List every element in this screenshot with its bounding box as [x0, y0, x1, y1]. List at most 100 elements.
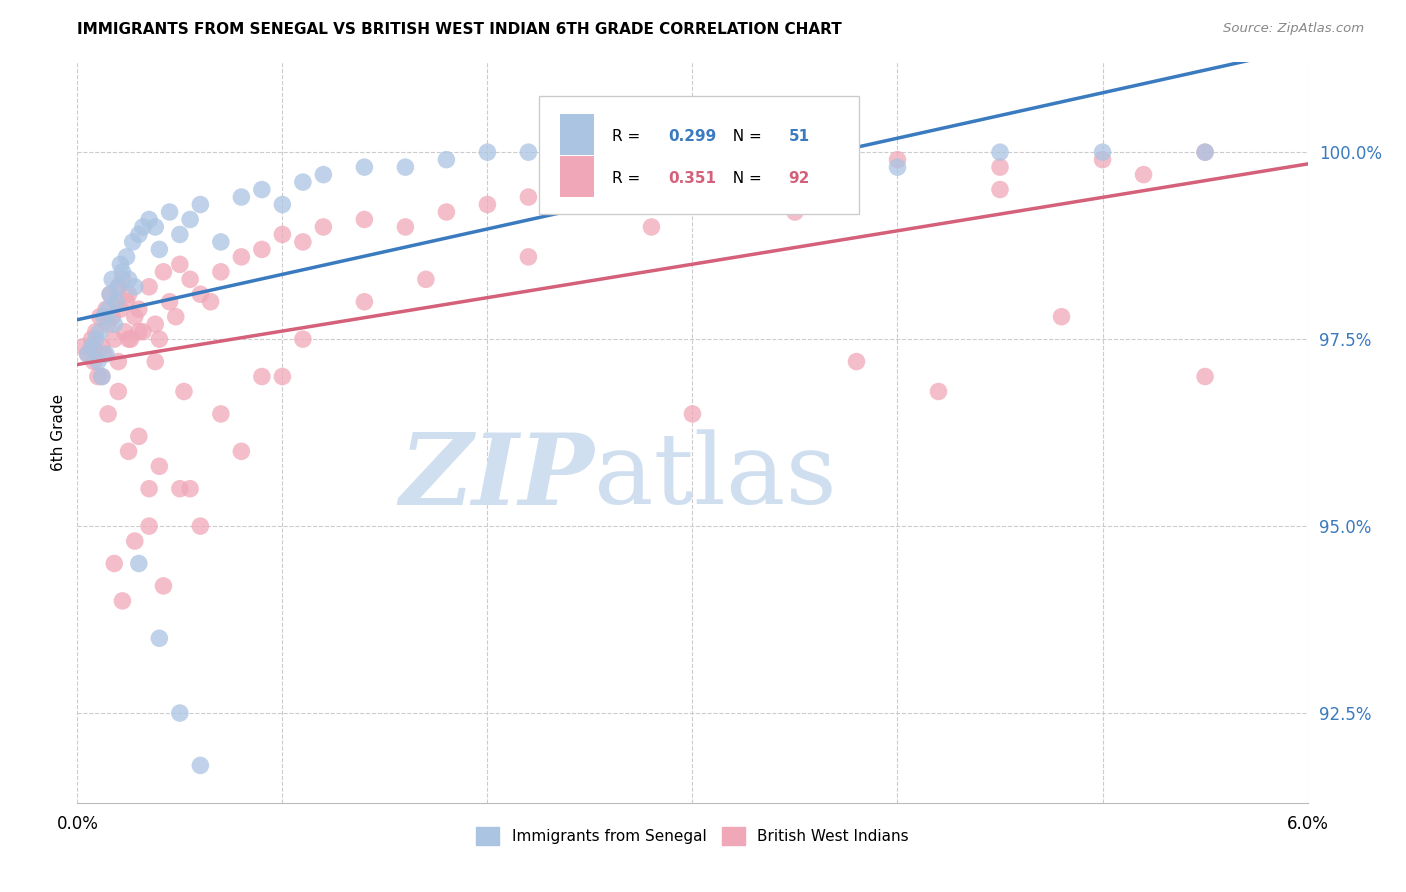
Point [436, 153, 458, 167]
Point [83, 354, 105, 368]
Point [89, 310, 111, 324]
Point [271, 227, 294, 242]
Point [124, 534, 146, 549]
Point [115, 250, 138, 264]
Point [169, 706, 191, 720]
Point [1091, 145, 1114, 160]
Point [682, 407, 704, 421]
Point [517, 250, 540, 264]
Y-axis label: 6th Grade: 6th Grade [51, 394, 66, 471]
Point [291, 235, 314, 249]
Point [250, 243, 273, 257]
Point [94, 347, 117, 361]
Point [1194, 145, 1216, 160]
Point [98, 287, 121, 301]
Point [173, 384, 195, 399]
Point [115, 294, 138, 309]
Point [152, 265, 174, 279]
Point [250, 183, 273, 197]
Point [148, 632, 170, 646]
Point [169, 257, 191, 271]
Point [1091, 153, 1114, 167]
Point [179, 212, 201, 227]
Text: ZIP: ZIP [399, 429, 595, 525]
Point [231, 444, 253, 458]
Text: 0.299: 0.299 [668, 129, 716, 144]
Point [103, 317, 125, 331]
Point [271, 369, 294, 384]
Point [107, 384, 129, 399]
Point [107, 280, 129, 294]
Bar [560, 114, 595, 155]
Point [105, 294, 128, 309]
Point [988, 145, 1011, 160]
Point [89, 325, 111, 339]
Point [312, 219, 335, 234]
Point [138, 519, 160, 533]
Point [165, 310, 187, 324]
Text: 92: 92 [789, 171, 810, 186]
Point [209, 235, 232, 249]
Point [209, 407, 232, 421]
Point [783, 160, 806, 174]
Point [169, 482, 191, 496]
Point [188, 519, 212, 533]
Point [928, 384, 950, 399]
Point [159, 205, 181, 219]
Point [128, 302, 150, 317]
Point [110, 302, 132, 317]
Point [143, 317, 166, 331]
Point [152, 579, 174, 593]
Point [107, 354, 129, 368]
Point [132, 219, 155, 234]
Text: atlas: atlas [595, 429, 837, 524]
Point [231, 250, 253, 264]
Point [209, 265, 232, 279]
Point [83, 340, 105, 354]
Point [640, 168, 662, 182]
Text: Source: ZipAtlas.com: Source: ZipAtlas.com [1223, 22, 1364, 36]
Point [76, 347, 98, 361]
Text: R =: R = [613, 129, 645, 144]
Point [783, 205, 806, 219]
Point [148, 332, 170, 346]
Point [124, 280, 146, 294]
Point [783, 145, 806, 160]
Point [128, 557, 150, 571]
Point [517, 145, 540, 160]
Bar [560, 156, 595, 197]
Point [90, 340, 114, 354]
Point [107, 280, 129, 294]
Point [97, 302, 120, 317]
Point [138, 212, 160, 227]
Text: N =: N = [723, 129, 766, 144]
Point [1194, 145, 1216, 160]
Point [394, 160, 416, 174]
Point [188, 197, 212, 211]
Legend: Immigrants from Senegal, British West Indians: Immigrants from Senegal, British West In… [471, 821, 914, 851]
Text: 51: 51 [789, 129, 810, 144]
Point [111, 272, 134, 286]
Point [886, 160, 908, 174]
Point [98, 287, 121, 301]
Point [120, 332, 142, 346]
Point [988, 183, 1011, 197]
Point [477, 145, 499, 160]
Point [93, 347, 115, 361]
Point [682, 145, 704, 160]
Point [94, 302, 117, 317]
Point [312, 168, 335, 182]
Point [128, 325, 150, 339]
Point [1050, 310, 1073, 324]
Point [97, 407, 120, 421]
Point [1194, 369, 1216, 384]
Point [250, 369, 273, 384]
Point [200, 294, 222, 309]
Point [111, 594, 134, 608]
Point [105, 294, 128, 309]
Point [117, 287, 139, 301]
Point [111, 265, 134, 279]
Point [682, 168, 704, 182]
Point [90, 369, 114, 384]
Point [114, 325, 136, 339]
